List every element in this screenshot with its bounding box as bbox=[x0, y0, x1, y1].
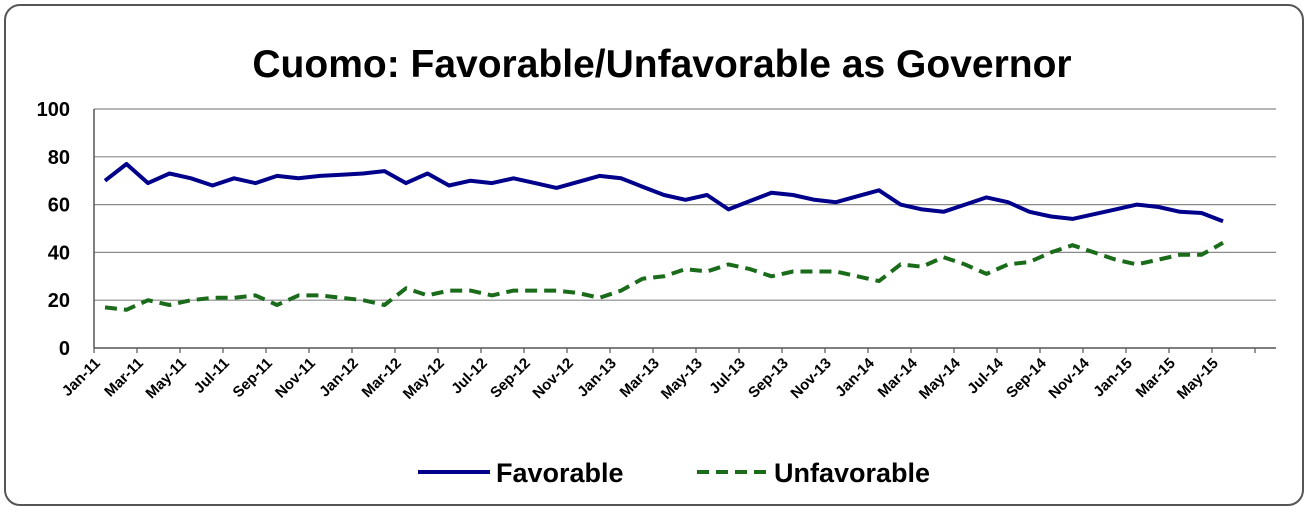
x-tick-label: May-11 bbox=[142, 355, 189, 402]
x-tick-label: May-13 bbox=[658, 355, 706, 403]
x-tick-label: Nov-13 bbox=[787, 355, 834, 402]
y-tick-label: 80 bbox=[48, 147, 70, 169]
series-line-unfavorable bbox=[104, 241, 1224, 312]
x-tick-label: Mar-13 bbox=[617, 355, 663, 401]
x-tick-label: Nov-14 bbox=[1045, 354, 1093, 402]
x-tick-label: Sep-11 bbox=[230, 355, 276, 401]
x-tick-label: Sep-12 bbox=[487, 355, 534, 402]
x-tick-label: Mar-14 bbox=[875, 354, 922, 401]
x-tick-label: Jan-14 bbox=[832, 354, 878, 400]
y-tick-label: 0 bbox=[59, 338, 70, 360]
y-tick-label: 60 bbox=[48, 195, 70, 217]
x-tick-label: May-12 bbox=[400, 355, 448, 403]
x-tick-label: Sep-14 bbox=[1003, 354, 1050, 401]
legend-label-unfavorable: Unfavorable bbox=[774, 458, 930, 488]
y-tick-label: 40 bbox=[48, 242, 70, 264]
chart-frame bbox=[4, 4, 1304, 506]
legend-label-favorable: Favorable bbox=[496, 458, 624, 488]
x-tick-label: Mar-15 bbox=[1133, 355, 1179, 401]
x-tick-label: Jul-14 bbox=[964, 354, 1007, 397]
x-tick-label: Nov-12 bbox=[529, 355, 576, 402]
series-line-favorable bbox=[103, 162, 1224, 224]
x-tick-label: May-15 bbox=[1174, 355, 1222, 403]
y-tick-label: 100 bbox=[37, 99, 70, 121]
x-tick-label: Mar-11 bbox=[101, 355, 147, 401]
x-tick-label: Sep-13 bbox=[745, 355, 792, 402]
x-tick-label: May-14 bbox=[916, 354, 964, 402]
x-tick-label: Jan-12 bbox=[316, 355, 362, 401]
y-tick-label: 20 bbox=[48, 290, 70, 312]
x-tick-label: Jan-13 bbox=[574, 355, 620, 401]
chart-title: Cuomo: Favorable/Unfavorable as Governor bbox=[252, 43, 1071, 86]
x-tick-label: Jul-13 bbox=[706, 355, 749, 398]
x-tick-label: Nov-11 bbox=[272, 355, 319, 402]
legend: Favorable Unfavorable bbox=[418, 458, 930, 488]
x-tick-label: Jan-11 bbox=[59, 355, 104, 400]
x-tick-label: Jul-11 bbox=[191, 355, 233, 397]
x-tick-label: Mar-12 bbox=[359, 355, 405, 401]
x-tick-label: Jul-12 bbox=[448, 355, 491, 398]
x-tick-label: Jan-15 bbox=[1090, 355, 1136, 401]
